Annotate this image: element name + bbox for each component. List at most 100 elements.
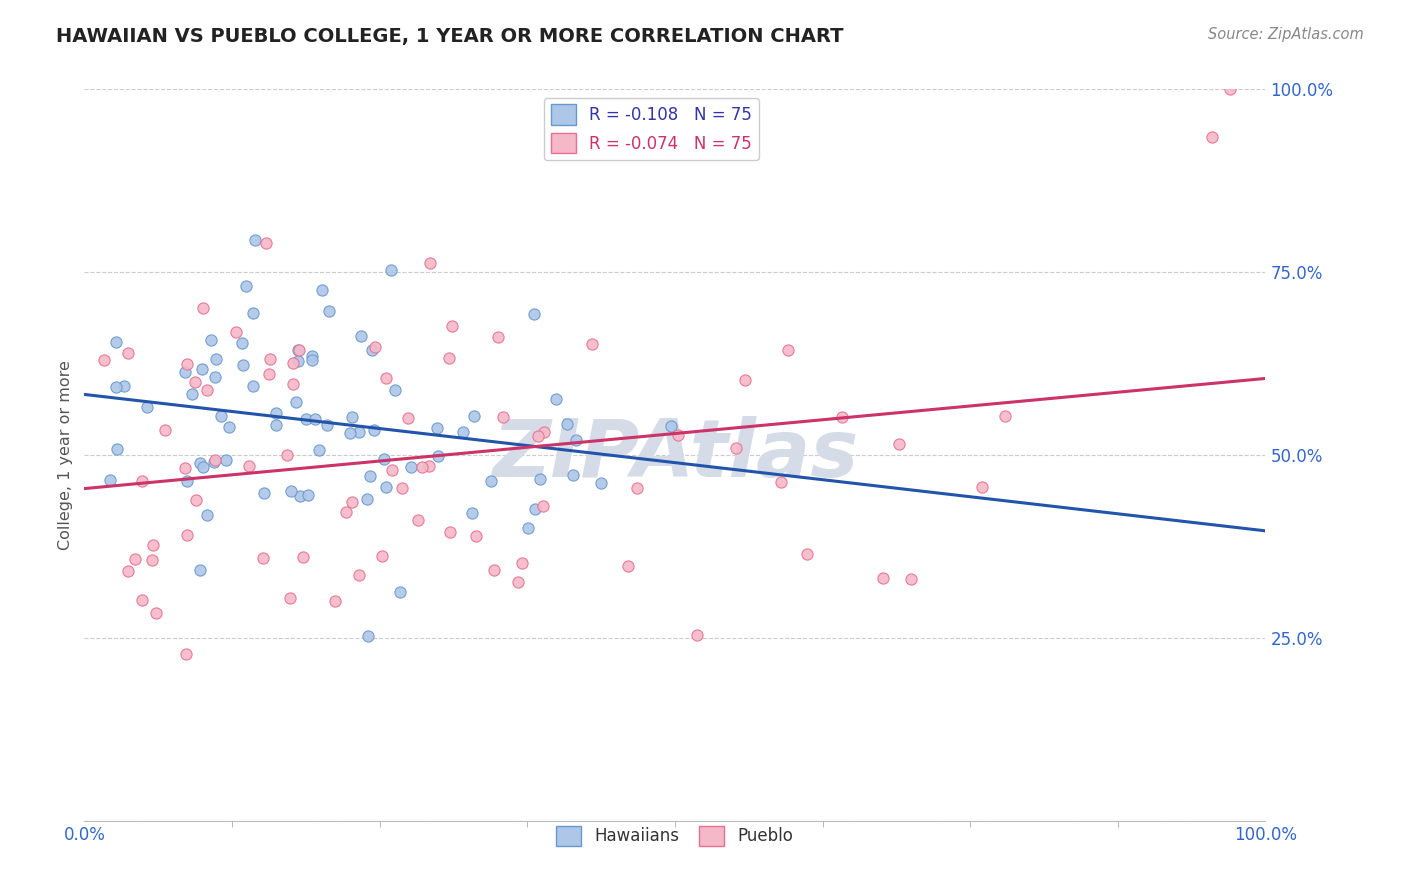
- Point: [135, 400, 157, 414]
- Point: [340, 409, 363, 424]
- Text: ZIPAtlas: ZIPAtlas: [492, 416, 858, 494]
- Point: [259, 367, 281, 381]
- Point: [796, 547, 818, 561]
- Point: [900, 572, 922, 586]
- Point: [176, 647, 198, 661]
- Point: [114, 378, 136, 392]
- Point: [283, 356, 305, 370]
- Point: [350, 328, 373, 343]
- Point: [411, 460, 433, 475]
- Point: [93, 353, 115, 368]
- Point: [200, 333, 222, 347]
- Point: [117, 564, 139, 578]
- Point: [1219, 82, 1241, 96]
- Point: [361, 343, 384, 357]
- Point: [373, 451, 395, 466]
- Point: [235, 279, 257, 293]
- Point: [364, 340, 387, 354]
- Point: [363, 423, 385, 437]
- Point: [659, 418, 682, 433]
- Point: [508, 575, 530, 590]
- Point: [242, 379, 264, 393]
- Point: [295, 412, 318, 426]
- Point: [124, 551, 146, 566]
- Point: [1201, 129, 1223, 144]
- Legend: Hawaiians, Pueblo: Hawaiians, Pueblo: [550, 819, 800, 853]
- Point: [153, 423, 176, 437]
- Point: [778, 343, 800, 357]
- Point: [278, 591, 301, 605]
- Point: [347, 567, 370, 582]
- Point: [145, 607, 167, 621]
- Point: [191, 460, 214, 475]
- Point: [335, 505, 357, 519]
- Point: [889, 437, 911, 451]
- Point: [463, 409, 485, 424]
- Point: [287, 343, 309, 357]
- Point: [533, 425, 555, 439]
- Point: [264, 418, 287, 433]
- Point: [527, 428, 550, 442]
- Point: [301, 353, 323, 368]
- Point: [406, 513, 429, 527]
- Point: [242, 305, 264, 319]
- Point: [174, 365, 197, 379]
- Point: [301, 349, 323, 363]
- Point: [297, 488, 319, 502]
- Point: [994, 409, 1017, 424]
- Point: [380, 263, 402, 277]
- Point: [205, 352, 228, 367]
- Point: [195, 383, 218, 397]
- Point: [339, 426, 361, 441]
- Point: [360, 468, 382, 483]
- Point: [384, 383, 406, 397]
- Point: [225, 325, 247, 339]
- Point: [142, 538, 165, 552]
- Point: [465, 529, 488, 543]
- Point: [565, 433, 588, 447]
- Point: [972, 479, 994, 493]
- Point: [381, 463, 404, 477]
- Point: [340, 494, 363, 508]
- Point: [371, 549, 394, 564]
- Point: [117, 346, 139, 360]
- Point: [190, 362, 212, 376]
- Point: [872, 571, 894, 585]
- Point: [204, 369, 226, 384]
- Point: [510, 556, 533, 570]
- Point: [323, 594, 346, 608]
- Point: [396, 411, 419, 425]
- Point: [131, 474, 153, 488]
- Point: [441, 319, 464, 334]
- Point: [218, 420, 240, 434]
- Point: [555, 417, 578, 432]
- Point: [581, 337, 603, 351]
- Point: [304, 411, 326, 425]
- Point: [176, 528, 198, 542]
- Point: [666, 427, 689, 442]
- Point: [176, 475, 198, 489]
- Text: HAWAIIAN VS PUEBLO COLLEGE, 1 YEAR OR MORE CORRELATION CHART: HAWAIIAN VS PUEBLO COLLEGE, 1 YEAR OR MO…: [56, 27, 844, 45]
- Point: [173, 460, 195, 475]
- Point: [104, 380, 127, 394]
- Point: [617, 559, 640, 574]
- Point: [214, 453, 236, 467]
- Point: [98, 473, 121, 487]
- Point: [311, 284, 333, 298]
- Point: [252, 551, 274, 566]
- Point: [188, 563, 211, 577]
- Point: [288, 489, 311, 503]
- Point: [523, 307, 546, 321]
- Point: [425, 421, 447, 435]
- Point: [524, 501, 547, 516]
- Point: [308, 443, 330, 458]
- Point: [418, 459, 440, 474]
- Point: [141, 553, 163, 567]
- Point: [453, 425, 475, 439]
- Point: [276, 449, 298, 463]
- Point: [232, 358, 254, 372]
- Text: Source: ZipAtlas.com: Source: ZipAtlas.com: [1208, 27, 1364, 42]
- Point: [399, 460, 422, 475]
- Point: [291, 549, 314, 564]
- Point: [188, 456, 211, 470]
